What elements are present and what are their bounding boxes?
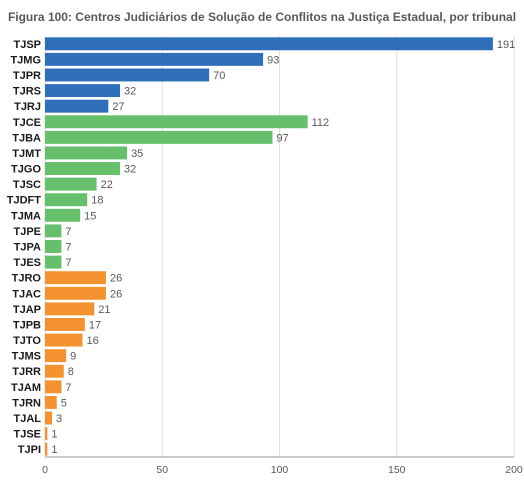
data-label: 8 (68, 366, 74, 378)
bar (45, 208, 81, 222)
data-label: 97 (276, 132, 288, 144)
data-label: 22 (101, 179, 113, 191)
bar (45, 224, 62, 238)
data-label: 16 (87, 335, 99, 347)
bar (45, 115, 308, 129)
x-tick-label: 100 (271, 464, 289, 476)
bar (45, 162, 121, 176)
data-label: 9 (70, 351, 76, 363)
category-label: TJCE (13, 117, 41, 129)
bar (45, 84, 121, 98)
data-label: 21 (98, 304, 110, 316)
data-label: 5 (61, 397, 67, 409)
data-label: 93 (267, 54, 279, 66)
category-label: TJMA (11, 210, 41, 222)
category-label: TJMT (12, 148, 41, 160)
bar (45, 99, 109, 113)
data-label: 15 (84, 210, 96, 222)
category-label: TJRJ (14, 101, 41, 113)
bar (45, 255, 62, 269)
bar (45, 333, 83, 347)
category-label: TJAP (13, 304, 41, 316)
bar (45, 177, 97, 191)
data-label: 35 (131, 148, 143, 160)
data-label: 32 (124, 86, 136, 98)
data-label: 1 (51, 429, 57, 441)
category-label: TJSP (13, 39, 41, 51)
bar (45, 271, 106, 285)
category-label: TJRO (12, 273, 42, 285)
data-label: 70 (213, 70, 225, 82)
bar (45, 395, 57, 409)
category-label: TJSC (13, 179, 41, 191)
data-label: 3 (56, 413, 62, 425)
category-label: TJMS (12, 351, 41, 363)
x-tick-label: 50 (156, 464, 168, 476)
bar (45, 349, 67, 363)
category-label: TJRR (12, 366, 41, 378)
x-tick-label: 150 (388, 464, 406, 476)
bar (45, 317, 85, 331)
data-label: 26 (110, 273, 122, 285)
category-label: TJES (13, 257, 41, 269)
bar (45, 193, 88, 207)
category-label: TJPR (13, 70, 41, 82)
category-label: TJPA (14, 242, 41, 254)
category-label: TJPB (13, 319, 41, 331)
bar (45, 146, 128, 160)
data-label: 7 (65, 242, 71, 254)
category-label: TJPI (18, 444, 41, 456)
bar (45, 240, 62, 253)
data-label: 1 (51, 444, 57, 456)
chart-title: Figura 100: Centros Judiciários de Soluç… (7, 10, 517, 24)
bar (45, 380, 62, 394)
category-label: TJSE (13, 429, 41, 441)
bar (45, 52, 264, 66)
category-label: TJAM (11, 382, 41, 394)
data-label: 32 (124, 164, 136, 176)
category-label: TJTO (13, 335, 41, 347)
x-tick-label: 200 (505, 464, 523, 476)
bar (45, 130, 273, 144)
bar (45, 286, 106, 300)
data-label: 7 (65, 257, 71, 269)
data-label: 7 (65, 382, 71, 394)
bar (45, 442, 48, 456)
data-label: 17 (89, 319, 101, 331)
category-label: TJAL (14, 413, 42, 425)
data-label: 27 (112, 101, 124, 113)
bar (45, 427, 48, 441)
category-label: TJGO (11, 164, 41, 176)
category-label: TJRN (12, 397, 41, 409)
category-label: TJBA (12, 132, 41, 144)
bar (45, 302, 95, 316)
data-label: 7 (65, 226, 71, 238)
category-label: TJRS (13, 86, 41, 98)
bar (45, 364, 64, 378)
category-label: TJMG (10, 54, 41, 66)
data-label: 18 (91, 195, 103, 207)
bar (45, 411, 53, 425)
bar (45, 68, 210, 82)
category-label: TJDFT (7, 195, 42, 207)
bar (45, 37, 493, 51)
data-label: 26 (110, 288, 122, 300)
x-tick-label: 0 (42, 464, 48, 476)
category-label: TJAC (12, 288, 41, 300)
category-label: TJPE (13, 226, 41, 238)
data-label: 112 (312, 117, 330, 129)
data-label: 191 (497, 39, 515, 51)
